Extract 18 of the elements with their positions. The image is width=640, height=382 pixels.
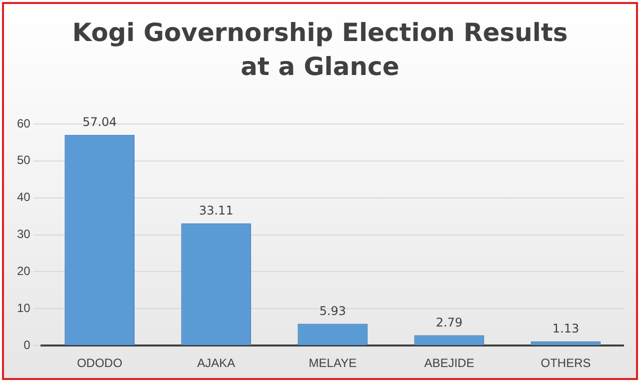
y-tick-label: 40 [16,190,31,204]
y-tick-label: 20 [16,264,31,278]
x-tick-label: ABEJIDE [424,356,474,370]
x-tick-label: OTHERS [540,356,591,370]
data-label: 2.79 [436,315,463,330]
y-tick-label: 10 [16,300,31,315]
data-label: 5.93 [319,304,346,318]
x-tick-label: MELAYE [308,356,357,370]
y-tick-label: 60 [16,116,31,130]
y-tick-label: 50 [16,153,31,168]
data-label: 1.13 [552,322,580,336]
data-label: 57.04 [82,115,117,130]
y-tick-label: 0 [24,338,31,352]
chart-title: Kogi Governorship Election Results at a Glance [71,17,569,83]
x-tick-label: AJAKA [197,356,236,370]
x-tick-label: ODODO [76,356,122,370]
y-tick-label: 30 [16,227,31,242]
data-label: 33.11 [198,203,234,218]
